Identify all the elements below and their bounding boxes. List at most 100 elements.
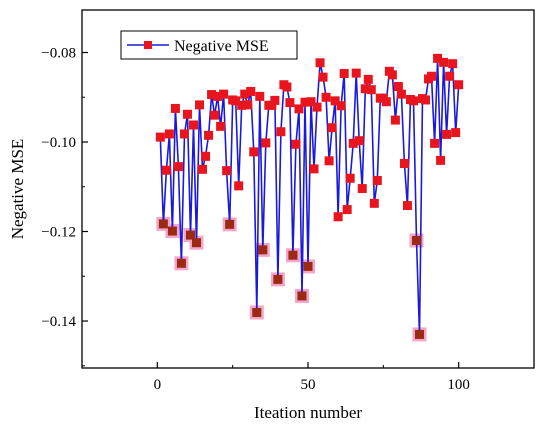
- y-tick-label: −0.10: [41, 135, 76, 151]
- data-point: [306, 97, 316, 107]
- data-point: [327, 123, 337, 133]
- data-point: [351, 68, 361, 78]
- data-point: [439, 57, 449, 67]
- data-point: [192, 238, 202, 248]
- data-point: [170, 103, 180, 113]
- data-point: [348, 138, 358, 148]
- data-point: [267, 100, 277, 110]
- data-point: [300, 97, 310, 107]
- data-point: [282, 82, 292, 92]
- data-point: [240, 89, 250, 99]
- data-point: [164, 129, 174, 139]
- data-point: [315, 58, 325, 68]
- data-point: [396, 89, 406, 99]
- legend: Negative MSE: [120, 30, 298, 60]
- data-point: [291, 139, 301, 149]
- data-point: [252, 308, 262, 318]
- data-point: [216, 121, 226, 131]
- data-point: [222, 166, 232, 176]
- data-point: [276, 127, 286, 137]
- data-point: [381, 97, 391, 107]
- data-point: [261, 138, 271, 148]
- data-point: [207, 90, 217, 100]
- data-point: [357, 184, 367, 194]
- data-point: [399, 158, 409, 168]
- data-point: [411, 235, 421, 245]
- data-point: [243, 100, 253, 110]
- data-point: [219, 89, 229, 99]
- data-point: [363, 74, 373, 84]
- data-point: [430, 138, 440, 148]
- data-point: [179, 129, 189, 139]
- data-point: [451, 128, 461, 138]
- data-point: [387, 70, 397, 80]
- data-point: [201, 151, 211, 161]
- data-point: [345, 173, 355, 183]
- data-point: [249, 147, 259, 157]
- data-point: [445, 71, 455, 81]
- data-point: [333, 212, 343, 222]
- data-point: [393, 82, 403, 92]
- data-point: [354, 136, 364, 146]
- data-point: [185, 230, 195, 240]
- data-point: [369, 198, 379, 208]
- data-point: [321, 92, 331, 102]
- data-point: [414, 329, 424, 339]
- data-point: [213, 91, 223, 101]
- data-point: [182, 109, 192, 119]
- data-point: [303, 261, 313, 271]
- data-point: [225, 219, 235, 229]
- y-tick-label: −0.12: [41, 225, 76, 241]
- x-axis-title: Iteation number: [254, 403, 362, 422]
- data-point: [390, 115, 400, 125]
- data-point: [312, 102, 322, 112]
- data-point: [421, 95, 431, 105]
- y-axis-ticks: −0.14 −0.12 −0.10 −0.08: [41, 46, 88, 367]
- data-point: [246, 86, 256, 96]
- data-point: [366, 85, 376, 95]
- data-point: [360, 84, 370, 94]
- data-point: [294, 104, 304, 114]
- series-markers: [155, 53, 464, 339]
- data-point: [372, 175, 382, 185]
- x-axis-ticks: 0 50 100: [154, 362, 470, 393]
- data-point: [161, 165, 171, 175]
- x-tick-label: 50: [301, 377, 316, 393]
- data-point: [309, 164, 319, 174]
- data-point: [270, 95, 280, 105]
- data-point: [237, 100, 247, 110]
- data-point: [258, 245, 268, 255]
- data-point: [324, 156, 334, 166]
- data-point: [402, 201, 412, 211]
- data-point: [167, 226, 177, 236]
- data-point: [318, 72, 328, 82]
- data-point: [188, 120, 198, 130]
- data-point: [336, 101, 346, 111]
- y-tick-label: −0.14: [41, 314, 76, 330]
- data-point: [285, 98, 295, 108]
- data-point: [408, 96, 418, 106]
- data-point: [255, 91, 265, 101]
- data-point: [195, 100, 205, 110]
- y-tick-label: −0.08: [41, 46, 76, 62]
- data-point: [427, 71, 437, 81]
- data-point: [231, 96, 241, 106]
- data-point: [210, 110, 220, 120]
- data-point: [297, 291, 307, 301]
- data-point: [436, 155, 446, 165]
- plot-frame: [81, 9, 535, 369]
- data-point: [158, 219, 168, 229]
- data-point: [448, 59, 458, 69]
- data-point: [454, 80, 464, 90]
- legend-series-name: Negative MSE: [174, 38, 269, 55]
- data-point: [176, 258, 186, 268]
- data-point: [234, 181, 244, 191]
- x-tick-label: 100: [447, 377, 470, 393]
- data-point: [173, 162, 183, 172]
- data-point: [273, 274, 283, 284]
- data-point: [288, 250, 298, 260]
- data-point: [339, 69, 349, 79]
- y-axis-title: Negative MSE: [8, 139, 27, 240]
- data-point: [198, 164, 208, 174]
